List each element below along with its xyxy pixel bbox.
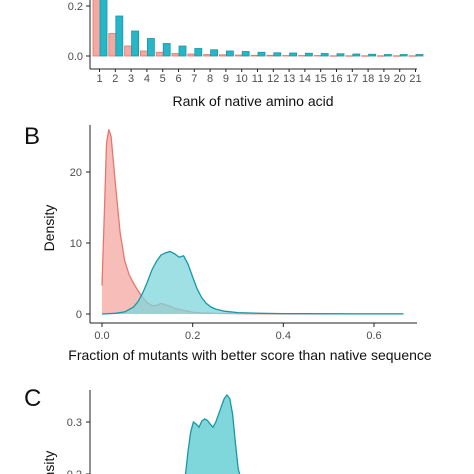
bar-teal-7 bbox=[194, 48, 203, 57]
bar-red-6 bbox=[171, 53, 180, 57]
panel-b-y-axis-title: Density bbox=[41, 205, 57, 252]
bar-red-15 bbox=[313, 55, 322, 57]
bar-red-4 bbox=[139, 50, 148, 57]
y-tick-label: 0 bbox=[76, 309, 82, 321]
bar-teal-12 bbox=[273, 52, 282, 57]
panel-b-x-axis-title: Fraction of mutants with better score th… bbox=[68, 347, 432, 363]
bar-red-14 bbox=[297, 55, 306, 57]
x-tick-label: 11 bbox=[252, 73, 263, 85]
bar-red-1 bbox=[92, 0, 101, 57]
bar-red-12 bbox=[266, 54, 275, 57]
bar-red-18 bbox=[361, 55, 370, 57]
bar-teal-16 bbox=[336, 53, 345, 57]
panel-a-x-ticks: 1 2 3 4 5 6 7 8 9 10 11 12 13 14 15 16 17 18 19 20 21 bbox=[96, 69, 422, 85]
bar-red-8 bbox=[203, 54, 212, 57]
panel-a-bar-chart: 0.00.2 1 2 3 4 5 6 7 8 9 10 11 12 13 14 15 16 17 18 19 20 21… bbox=[68, 0, 424, 109]
y-tick-label: 0.2 bbox=[67, 469, 82, 474]
bar-teal-19 bbox=[383, 54, 392, 57]
x-tick-label: 6 bbox=[175, 73, 181, 85]
bar-red-10 bbox=[234, 54, 243, 57]
x-tick-label: 0.2 bbox=[185, 330, 200, 342]
y-tick-label: 0.0 bbox=[68, 51, 83, 63]
density-area-teal bbox=[185, 395, 240, 474]
x-tick-label: 10 bbox=[236, 73, 248, 85]
x-tick-label: 9 bbox=[223, 73, 229, 85]
x-tick-label: 13 bbox=[283, 73, 295, 85]
x-tick-label: 14 bbox=[299, 73, 311, 85]
x-tick-label: 0.0 bbox=[94, 330, 109, 342]
panel-c-y-ticks: 0.2 0.3 bbox=[67, 417, 90, 474]
x-tick-label: 8 bbox=[207, 73, 213, 85]
density-area-red bbox=[102, 129, 404, 314]
y-tick-label: 20 bbox=[70, 167, 82, 179]
x-tick-label: 0.6 bbox=[366, 330, 381, 342]
panel-b-letter: B bbox=[24, 123, 40, 150]
panel-a-x-axis-title: Rank of native amino acid bbox=[172, 93, 333, 109]
y-tick-label: 0.2 bbox=[68, 1, 83, 13]
bar-teal-10 bbox=[241, 51, 250, 57]
bar-red-9 bbox=[218, 54, 227, 57]
bar-teal-5 bbox=[162, 43, 171, 57]
panel-c-density-chart: C 0.2 0.3 Density bbox=[24, 385, 241, 474]
x-tick-label: 19 bbox=[378, 73, 390, 85]
bar-red-21 bbox=[408, 55, 417, 57]
bar-red-7 bbox=[187, 53, 196, 57]
x-tick-label: 2 bbox=[112, 73, 118, 85]
x-tick-label: 18 bbox=[362, 73, 374, 85]
bar-teal-11 bbox=[257, 51, 266, 57]
bar-red-16 bbox=[329, 55, 338, 57]
panel-c-density-areas bbox=[184, 393, 241, 474]
x-tick-label: 5 bbox=[160, 73, 166, 85]
bar-teal-8 bbox=[210, 49, 219, 57]
panel-b-density-chart: B 0 10 20 0.0 0.2 0.4 0.6 Density Fraction of… bbox=[24, 123, 432, 363]
panel-c-y-axis-title: Density bbox=[41, 451, 57, 474]
bar-teal-3 bbox=[131, 30, 140, 57]
bar-teal-21 bbox=[415, 54, 424, 57]
x-tick-label: 20 bbox=[394, 73, 406, 85]
x-tick-label: 3 bbox=[128, 73, 134, 85]
panel-c-letter: C bbox=[24, 385, 41, 412]
density-line-teal bbox=[184, 393, 241, 474]
bar-teal-17 bbox=[352, 53, 361, 57]
y-tick-label: 10 bbox=[70, 238, 82, 250]
bar-red-5 bbox=[155, 51, 164, 57]
bar-teal-1 bbox=[99, 0, 108, 57]
bar-teal-20 bbox=[399, 54, 408, 57]
bar-red-2 bbox=[108, 33, 117, 57]
x-tick-label: 4 bbox=[144, 73, 150, 85]
bar-teal-13 bbox=[289, 52, 298, 57]
x-tick-label: 21 bbox=[409, 73, 421, 85]
x-tick-label: 1 bbox=[96, 73, 102, 85]
bar-teal-6 bbox=[178, 45, 187, 57]
x-tick-label: 16 bbox=[330, 73, 342, 85]
panel-b-density-areas bbox=[101, 129, 404, 315]
bar-teal-15 bbox=[320, 53, 329, 57]
bar-teal-9 bbox=[225, 50, 234, 57]
x-tick-label: 17 bbox=[346, 73, 358, 85]
x-tick-label: 12 bbox=[267, 73, 279, 85]
bar-red-17 bbox=[345, 55, 354, 57]
bar-red-11 bbox=[250, 54, 259, 57]
bar-teal-2 bbox=[115, 15, 124, 57]
bar-red-13 bbox=[282, 55, 291, 57]
panel-b-x-ticks: 0.0 0.2 0.4 0.6 bbox=[94, 323, 382, 342]
density-area-teal bbox=[102, 251, 404, 314]
bar-red-20 bbox=[392, 55, 401, 57]
bar-red-19 bbox=[376, 55, 385, 57]
panel-b-y-ticks: 0 10 20 bbox=[70, 167, 90, 321]
panel-a-y-ticks: 0.0 0.2 bbox=[68, 1, 90, 63]
density-line-teal bbox=[101, 250, 404, 315]
bar-red-3 bbox=[124, 45, 132, 57]
panel-a-bars bbox=[92, 0, 424, 57]
bar-teal-18 bbox=[368, 53, 377, 57]
y-tick-label: 0.3 bbox=[67, 417, 82, 429]
x-tick-label: 15 bbox=[315, 73, 327, 85]
bar-teal-14 bbox=[304, 52, 313, 57]
x-tick-label: 0.4 bbox=[276, 330, 291, 342]
bar-teal-4 bbox=[146, 38, 155, 57]
x-tick-label: 7 bbox=[191, 73, 197, 85]
